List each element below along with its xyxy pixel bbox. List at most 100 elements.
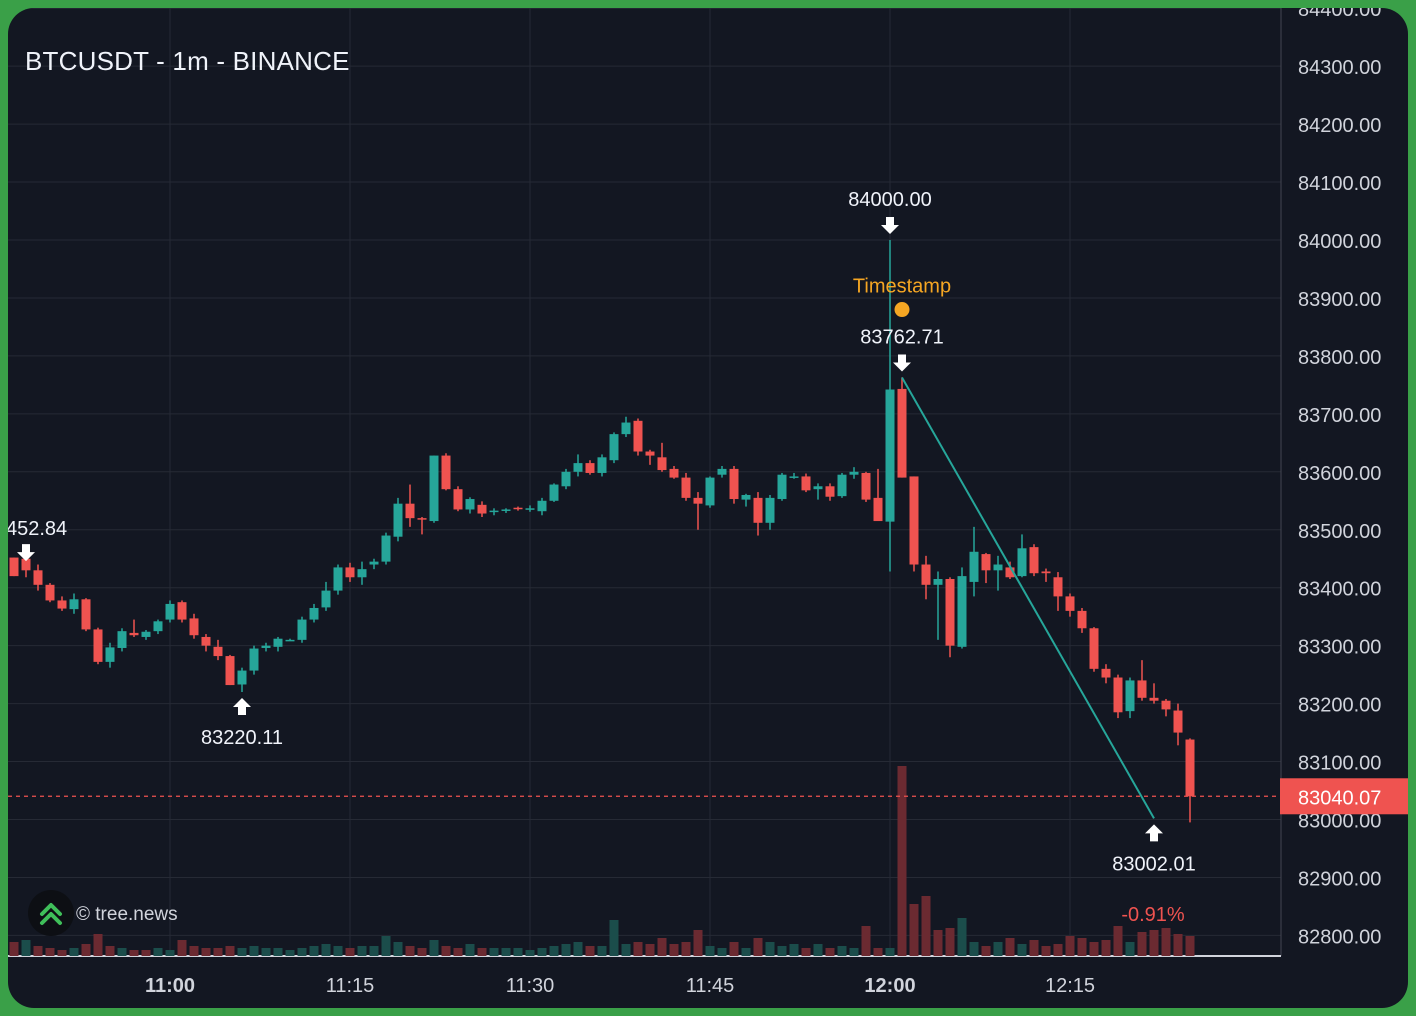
volume-bar xyxy=(1077,938,1087,956)
candle-body xyxy=(849,471,859,475)
candle-body xyxy=(501,509,511,511)
volume-bar xyxy=(381,936,391,956)
candle-body xyxy=(105,647,115,662)
volume-bar xyxy=(213,948,223,956)
candle-body xyxy=(897,388,907,478)
candle-body xyxy=(9,557,19,577)
candle-body xyxy=(33,570,43,585)
volume-bar xyxy=(405,946,415,956)
y-tick-label: 83000.00 xyxy=(1298,811,1381,833)
volume-bar xyxy=(309,946,319,956)
candle-body xyxy=(513,507,523,510)
candle-body xyxy=(297,619,307,640)
volume-bar xyxy=(669,944,679,956)
y-tick-label: 83700.00 xyxy=(1298,405,1381,427)
arrow-up-icon xyxy=(1145,824,1163,842)
volume-bar xyxy=(549,946,559,956)
y-tick-label: 84000.00 xyxy=(1298,231,1381,253)
volume-bar xyxy=(45,948,55,956)
volume-bar xyxy=(909,904,919,956)
volume-bar xyxy=(813,944,823,956)
volume-bar xyxy=(1185,936,1195,956)
volume-bar xyxy=(141,950,151,956)
candle-body xyxy=(765,497,775,523)
volume-bar xyxy=(753,938,763,956)
x-tick-label: 12:15 xyxy=(1045,975,1095,997)
volume-bar xyxy=(501,948,511,956)
candlestick-chart[interactable]: 84400.00 84300.00 84200.00 84100.00 84000.00… xyxy=(8,8,1408,1008)
candle-body xyxy=(225,656,235,686)
candle-body xyxy=(273,638,283,647)
volume-bar xyxy=(645,944,655,956)
x-tick-label: 11:00 xyxy=(145,975,195,997)
candle-body xyxy=(705,477,715,506)
candle-body xyxy=(993,564,1003,571)
volume-bar xyxy=(897,766,907,956)
volume-bar xyxy=(993,942,1003,956)
candle-body xyxy=(909,476,919,565)
volume-bar xyxy=(741,948,751,956)
volume-bar xyxy=(153,948,163,956)
volume-bar xyxy=(1041,946,1051,956)
volume-bar xyxy=(657,938,667,956)
volume-bar xyxy=(621,944,631,956)
y-tick-label: 82800.00 xyxy=(1298,926,1381,948)
candle-body xyxy=(285,639,295,642)
candle-body xyxy=(405,503,415,519)
y-tick-label: 84200.00 xyxy=(1298,115,1381,137)
candle-body xyxy=(1137,680,1147,698)
volume-bar xyxy=(225,946,235,956)
candle-body xyxy=(585,463,595,473)
candle-body xyxy=(261,645,271,648)
candle-body xyxy=(489,510,499,513)
candle-body xyxy=(1161,700,1171,710)
arrow-up-icon xyxy=(233,697,251,715)
volume-bar xyxy=(825,948,835,956)
arrow-down-icon xyxy=(881,217,899,234)
candle-body xyxy=(837,474,847,497)
candle-body xyxy=(645,451,655,456)
volume-bar xyxy=(297,948,307,956)
candle-body xyxy=(1101,668,1111,678)
candle-body xyxy=(345,567,355,578)
left-price-label: 452.84 xyxy=(8,518,67,540)
volume-bar xyxy=(1089,942,1099,956)
second-high-label: 83762.71 xyxy=(860,327,943,349)
candle-body xyxy=(93,629,103,662)
candle-body xyxy=(621,422,631,435)
candle-body xyxy=(1005,567,1015,578)
volume-bar xyxy=(921,896,931,956)
volume-bar xyxy=(465,944,475,956)
candle-body xyxy=(201,636,211,646)
volume-bar xyxy=(1173,934,1183,956)
volume-bar xyxy=(729,942,739,956)
volume-bar xyxy=(57,950,67,956)
volume-bar xyxy=(861,926,871,956)
candle-body xyxy=(921,564,931,585)
candle-body xyxy=(429,455,439,522)
volume-bar xyxy=(81,944,91,956)
volume-bar xyxy=(801,948,811,956)
y-tick-label: 84300.00 xyxy=(1298,57,1381,79)
volume-bar xyxy=(165,950,175,956)
candle-body xyxy=(117,631,127,648)
current-price-label: 83040.07 xyxy=(1298,787,1381,809)
candle-body xyxy=(777,474,787,500)
trend-line xyxy=(901,377,1155,819)
candle-body xyxy=(537,500,547,512)
candle-body xyxy=(1185,739,1195,797)
volume-bar xyxy=(1161,928,1171,956)
candle-body xyxy=(1173,710,1183,733)
volume-bar xyxy=(321,944,331,956)
candle-body xyxy=(1029,547,1039,574)
x-tick-label: 11:30 xyxy=(506,975,555,997)
y-tick-label: 83900.00 xyxy=(1298,289,1381,311)
volume-bar xyxy=(1029,940,1039,956)
candle-body xyxy=(129,632,139,636)
y-tick-label: 83600.00 xyxy=(1298,463,1381,485)
volume-bar xyxy=(477,948,487,956)
candle-body xyxy=(1077,610,1087,629)
volume-bar xyxy=(105,946,115,956)
volume-bar xyxy=(393,942,403,956)
candle-body xyxy=(213,646,223,657)
